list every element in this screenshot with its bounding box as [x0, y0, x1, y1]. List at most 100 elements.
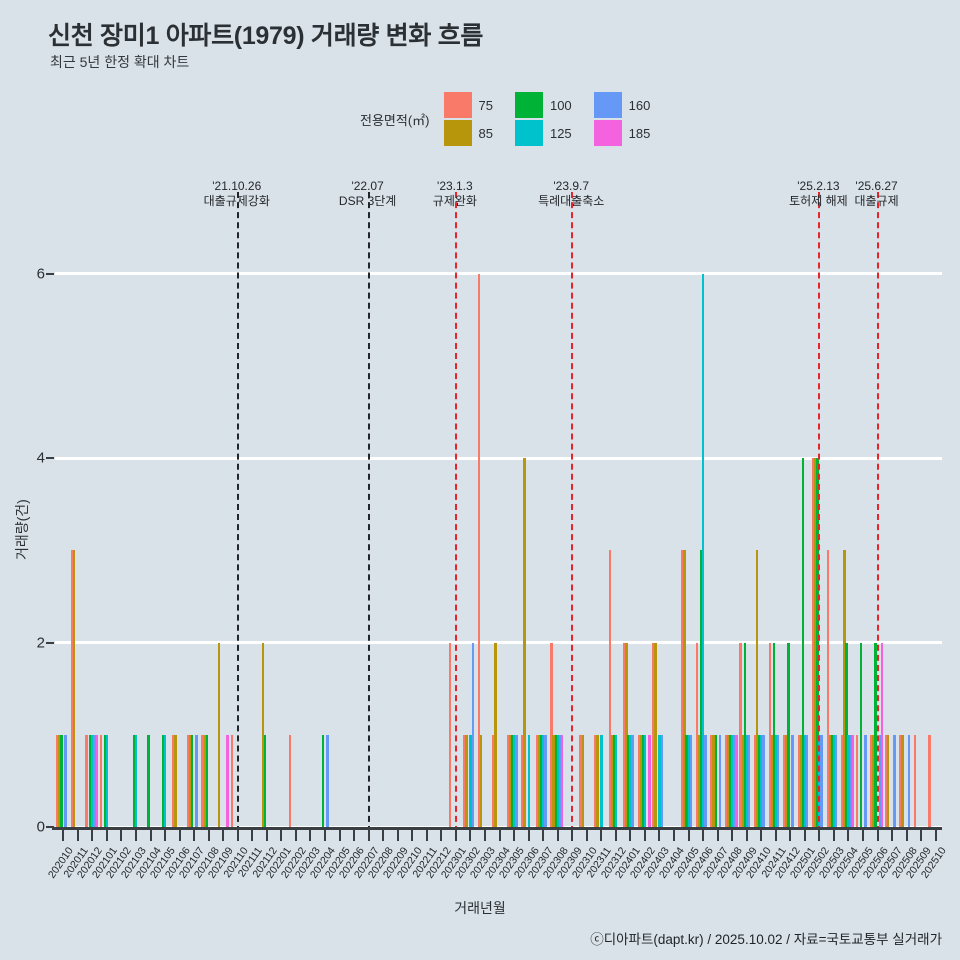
legend-item-185[interactable]: 185: [593, 120, 650, 146]
bar-202504-125[interactable]: [847, 734, 850, 827]
bar-202410-125[interactable]: [760, 734, 763, 827]
bar-202106-75[interactable]: [172, 734, 175, 827]
bar-202011-75[interactable]: [70, 550, 73, 827]
bar-202401-100[interactable]: [627, 734, 630, 827]
bar-202310-75[interactable]: [579, 734, 582, 827]
bar-202504-100[interactable]: [845, 642, 848, 827]
bar-202106-85[interactable]: [174, 734, 177, 827]
bar-202302-75[interactable]: [463, 734, 466, 827]
bar-202405-160[interactable]: [689, 734, 693, 827]
bar-202311-125[interactable]: [600, 734, 603, 827]
bar-202109-185[interactable]: [226, 734, 229, 827]
bar-202407-100[interactable]: [714, 734, 717, 827]
legend-item-75[interactable]: 75: [443, 92, 493, 118]
bar-202503-85[interactable]: [828, 734, 832, 827]
bar-202401-160[interactable]: [631, 734, 634, 827]
bar-202408-185[interactable]: [735, 734, 738, 827]
bar-202402-100[interactable]: [641, 734, 645, 827]
bar-202408-100[interactable]: [729, 734, 732, 827]
bar-202412-75[interactable]: [783, 734, 786, 827]
bar-202504-85[interactable]: [843, 550, 846, 827]
bar-202410-85[interactable]: [756, 550, 759, 827]
bar-202507-75[interactable]: [884, 734, 888, 827]
bar-202507-85[interactable]: [886, 734, 890, 827]
bar-202304-75[interactable]: [492, 734, 495, 827]
bar-202306-125[interactable]: [527, 734, 530, 827]
bar-202012-160[interactable]: [93, 734, 96, 827]
bar-202501-75[interactable]: [797, 734, 801, 827]
bar-202101-75[interactable]: [99, 734, 103, 827]
bar-202411-85[interactable]: [770, 734, 774, 827]
bar-202409-85[interactable]: [741, 734, 744, 827]
bar-202202-75[interactable]: [288, 734, 292, 827]
bar-202503-160[interactable]: [835, 734, 838, 827]
bar-202107-75[interactable]: [186, 734, 190, 827]
bar-202302-160[interactable]: [471, 642, 474, 827]
bar-202402-185[interactable]: [648, 734, 651, 827]
bar-202503-100[interactable]: [830, 734, 834, 827]
bar-202108-85[interactable]: [203, 734, 206, 827]
bar-202503-125[interactable]: [832, 734, 836, 827]
bar-202402-85[interactable]: [639, 734, 643, 827]
bar-202310-85[interactable]: [581, 734, 584, 827]
bar-202112-100[interactable]: [263, 734, 267, 827]
bar-202303-75[interactable]: [477, 273, 481, 827]
bar-202012-75[interactable]: [85, 734, 88, 827]
bar-202312-85[interactable]: [610, 734, 614, 827]
bar-202408-85[interactable]: [726, 734, 730, 827]
bar-202409-100[interactable]: [743, 642, 747, 827]
bar-202402-75[interactable]: [637, 734, 641, 827]
bar-202502-85[interactable]: [814, 458, 817, 827]
bar-202508-85[interactable]: [901, 734, 904, 827]
bar-202403-125[interactable]: [658, 734, 661, 827]
bar-202012-125[interactable]: [91, 734, 94, 827]
bar-202204-100[interactable]: [321, 734, 325, 827]
bar-202312-75[interactable]: [608, 550, 611, 827]
bar-202305-85[interactable]: [508, 734, 512, 827]
bar-202504-185[interactable]: [851, 734, 855, 827]
bar-202010-75[interactable]: [56, 734, 59, 827]
bar-202011-85[interactable]: [72, 550, 76, 827]
bar-202405-125[interactable]: [687, 734, 690, 827]
bar-202506-100[interactable]: [874, 642, 877, 827]
bar-202406-75[interactable]: [695, 642, 699, 827]
legend-item-125[interactable]: 125: [514, 120, 572, 146]
bar-202401-125[interactable]: [629, 734, 632, 827]
bar-202302-85[interactable]: [465, 734, 468, 827]
bar-202407-85[interactable]: [712, 734, 715, 827]
bar-202502-160[interactable]: [820, 734, 823, 827]
bar-202303-85[interactable]: [479, 734, 483, 827]
bar-202505-160[interactable]: [864, 734, 867, 827]
bar-202312-100[interactable]: [612, 734, 616, 827]
bar-202107-100[interactable]: [191, 734, 194, 827]
bar-202508-75[interactable]: [899, 734, 902, 827]
bar-202504-75[interactable]: [841, 734, 844, 827]
bar-202401-85[interactable]: [625, 642, 628, 827]
bar-202505-75[interactable]: [855, 734, 859, 827]
bar-202010-160[interactable]: [64, 734, 67, 827]
bar-202504-160[interactable]: [849, 734, 852, 827]
bar-202406-100[interactable]: [699, 550, 703, 827]
bar-202312-125[interactable]: [614, 734, 618, 827]
bar-202506-85[interactable]: [872, 734, 875, 827]
bar-202306-75[interactable]: [521, 734, 524, 827]
bar-202010-85[interactable]: [58, 734, 61, 827]
bar-202410-75[interactable]: [753, 734, 757, 827]
bar-202409-75[interactable]: [739, 642, 742, 827]
bar-202105-100[interactable]: [161, 734, 165, 827]
bar-202108-75[interactable]: [201, 734, 204, 827]
bar-202104-100[interactable]: [147, 734, 150, 827]
bar-202506-160[interactable]: [878, 734, 882, 827]
bar-202408-75[interactable]: [724, 734, 728, 827]
bar-202307-75[interactable]: [535, 734, 539, 827]
bar-202508-160[interactable]: [907, 734, 911, 827]
bar-202306-85[interactable]: [523, 458, 526, 827]
legend-item-100[interactable]: 100: [514, 92, 572, 118]
bar-202407-160[interactable]: [718, 734, 722, 827]
bar-202308-185[interactable]: [560, 734, 564, 827]
bar-202307-85[interactable]: [537, 734, 541, 827]
bar-202406-85[interactable]: [697, 734, 701, 827]
bar-202501-85[interactable]: [799, 734, 803, 827]
bar-202107-85[interactable]: [188, 734, 192, 827]
bar-202103-125[interactable]: [134, 734, 138, 827]
